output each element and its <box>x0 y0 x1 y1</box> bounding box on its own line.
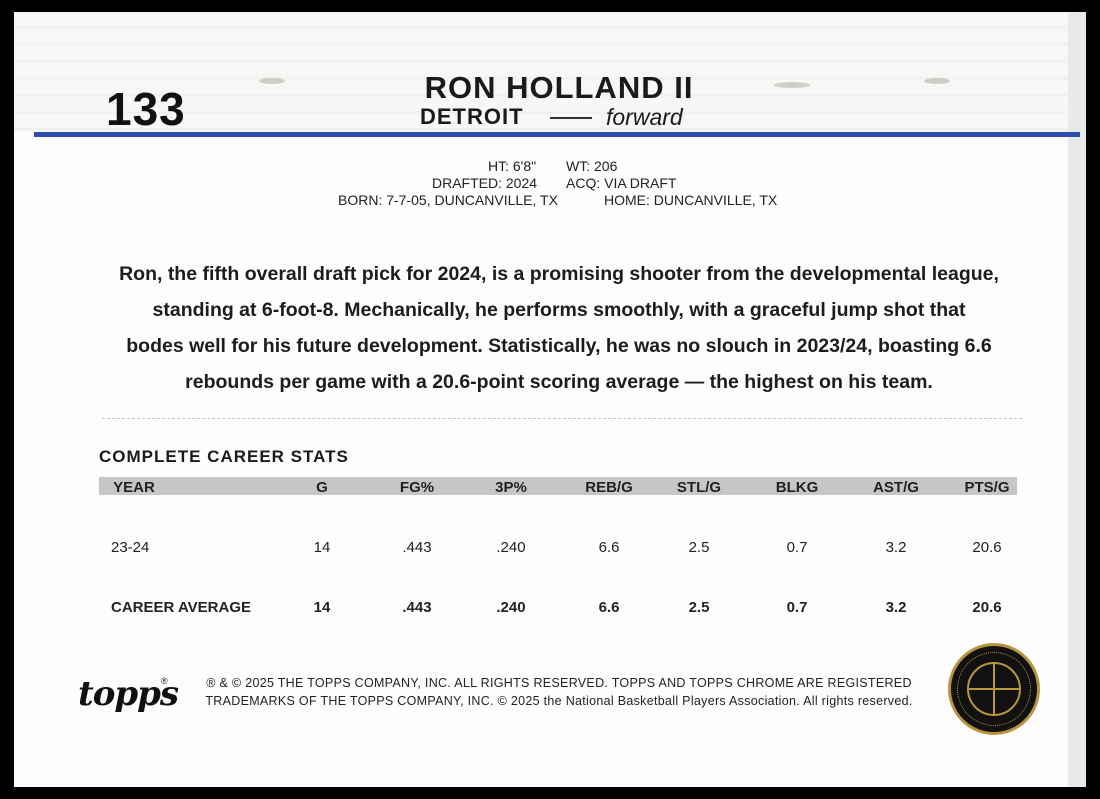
career-stl: 2.5 <box>688 599 710 616</box>
stat-3p: .240 <box>496 539 526 556</box>
career-pts: 20.6 <box>972 599 1002 616</box>
bio-home: HOME: DUNCANVILLE, TX <box>604 192 778 208</box>
wood-knot <box>924 78 950 84</box>
card-edge <box>1068 12 1086 787</box>
section-divider <box>102 418 1022 419</box>
stats-header-year: YEAR <box>113 479 155 496</box>
career-label: CAREER AVERAGE <box>111 599 252 616</box>
career-fg: .443 <box>402 599 432 616</box>
wood-knot <box>774 82 810 88</box>
stat-stl: 2.5 <box>688 539 710 556</box>
stats-header-blk: BLKG <box>775 479 819 496</box>
bio-drafted: DRAFTED: 2024 <box>432 175 538 191</box>
blurb-line: standing at 6-foot-8. Mechanically, he p… <box>152 299 966 321</box>
stats-header-g: G <box>316 479 328 496</box>
career-3p: .240 <box>496 599 526 616</box>
stat-ast: 3.2 <box>885 539 907 556</box>
bio-born: BORN: 7-7-05, DUNCANVILLE, TX <box>338 192 558 208</box>
seal-ring <box>957 652 1031 726</box>
card-back: 133 RON HOLLAND II DETROIT forward HT: 6… <box>14 12 1086 787</box>
stats-header-row: YEAR G FG% 3P% REB/G STL/G BLKG AST/G PT… <box>99 477 1017 496</box>
blurb-line: rebounds per game with a 20.6-point scor… <box>185 371 933 393</box>
career-average-row: CAREER AVERAGE 14 .443 .240 6.6 2.5 0.7 … <box>99 599 1017 619</box>
player-name: RON HOLLAND II <box>424 70 694 105</box>
stats-header-stl: STL/G <box>676 479 722 496</box>
blurb-line: bodes well for his future development. S… <box>126 335 992 357</box>
bio-ht: HT: 6'8" <box>488 158 537 174</box>
seal-ball-line <box>967 688 1021 690</box>
blurb-line: Ron, the fifth overall draft pick for 20… <box>119 263 999 285</box>
stats-title: COMPLETE CAREER STATS <box>99 447 349 466</box>
copyright-line: ® & © 2025 THE TOPPS COMPANY, INC. ALL R… <box>206 676 912 690</box>
career-ast: 3.2 <box>885 599 907 616</box>
bio-acq: ACQ: VIA DRAFT <box>566 175 677 191</box>
separator-dash <box>550 117 592 119</box>
stat-blk: 0.7 <box>786 539 808 556</box>
stat-reb: 6.6 <box>598 539 620 556</box>
stat-fg: .443 <box>402 539 432 556</box>
stats-header-3p: 3P% <box>495 479 527 496</box>
wood-knot <box>259 78 285 84</box>
stats-header-reb: REB/G <box>585 479 633 496</box>
player-position: forward <box>606 104 683 130</box>
player-blurb: Ron, the fifth overall draft pick for 20… <box>109 256 1009 400</box>
registered-mark: ® <box>161 676 168 686</box>
card-number: 133 <box>106 83 186 135</box>
stat-pts: 20.6 <box>972 539 1002 556</box>
team-name: DETROIT <box>420 104 524 129</box>
nbpa-seal-icon <box>948 643 1040 735</box>
career-reb: 6.6 <box>598 599 620 616</box>
table-row: 23-24 14 .443 .240 6.6 2.5 0.7 3.2 20.6 <box>99 539 1017 559</box>
career-g: 14 <box>313 599 331 616</box>
accent-rule <box>34 132 1080 137</box>
stats-header-fg: FG% <box>399 479 435 496</box>
stats-header-ast: AST/G <box>873 479 919 496</box>
topps-logo: topps <box>78 674 179 714</box>
team-position-line: DETROIT forward <box>414 104 724 134</box>
stat-g: 14 <box>313 539 331 556</box>
career-blk: 0.7 <box>786 599 808 616</box>
bio-wt: WT: 206 <box>566 158 618 174</box>
stat-year: 23-24 <box>111 539 150 556</box>
stats-header-pts: PTS/G <box>964 479 1010 496</box>
wood-grain-header <box>14 12 1074 132</box>
copyright-line: TRADEMARKS OF THE TOPPS COMPANY, INC. © … <box>205 694 913 708</box>
copyright-notice: ® & © 2025 THE TOPPS COMPANY, INC. ALL R… <box>194 674 924 710</box>
